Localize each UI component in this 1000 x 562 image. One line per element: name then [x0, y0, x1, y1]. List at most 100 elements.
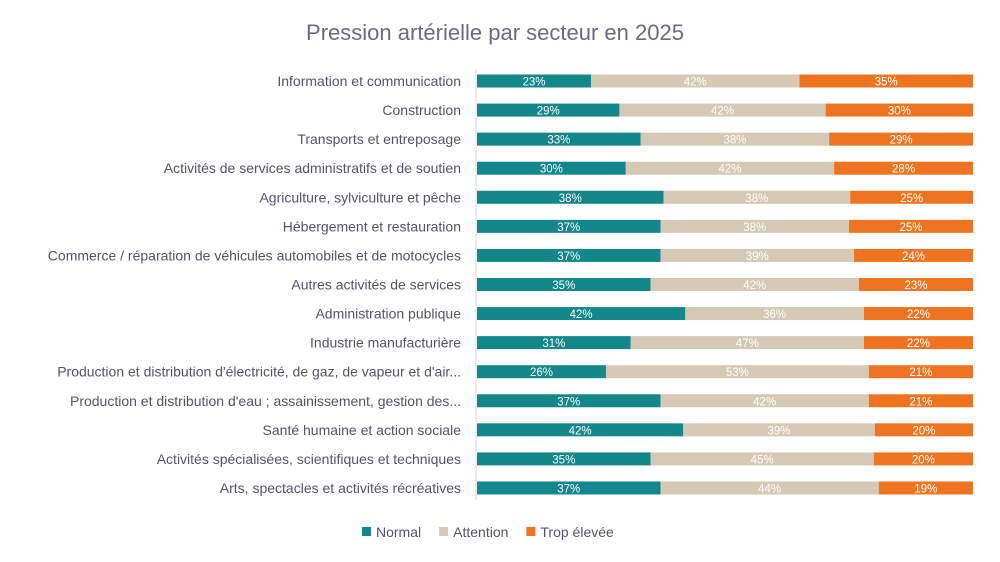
category-label: Agriculture, sylviculture et pêche — [259, 189, 461, 205]
data-label: 21% — [909, 367, 932, 379]
data-label: 35% — [552, 454, 575, 466]
bar-segment-trop-élevée — [850, 190, 973, 204]
data-label: 19% — [914, 483, 937, 495]
data-label: 22% — [907, 338, 930, 350]
data-label: 42% — [569, 425, 592, 437]
bar-segment-normal — [477, 277, 651, 291]
data-label: 37% — [557, 251, 580, 263]
bar-segment-attention — [663, 190, 851, 204]
category-label: Production et distribution d'eau ; assai… — [70, 393, 461, 409]
bar-segment-attention — [660, 219, 849, 233]
data-label: 35% — [552, 280, 575, 292]
bar-segment-normal — [477, 423, 684, 437]
bar-segment-attention — [640, 132, 830, 146]
data-label: 37% — [557, 396, 580, 408]
chart-title: Pression artérielle par secteur en 2025 — [306, 20, 684, 45]
data-label: 42% — [743, 280, 766, 292]
data-label: 29% — [537, 106, 560, 118]
bar-segment-attention — [660, 394, 869, 408]
bar-segment-trop-élevée — [863, 336, 973, 350]
data-label: 23% — [904, 280, 927, 292]
data-label: 45% — [751, 454, 774, 466]
category-label: Transports et entreposage — [297, 131, 461, 147]
bar-segment-trop-élevée — [858, 277, 973, 291]
bar-segment-normal — [477, 394, 661, 408]
bar-segment-attention — [605, 365, 869, 379]
legend-swatch — [526, 527, 536, 536]
bar-segment-attention — [650, 452, 874, 466]
data-label: 36% — [763, 309, 786, 321]
data-label: 42% — [753, 396, 776, 408]
data-label: 38% — [743, 222, 766, 234]
bar-segment-trop-élevée — [868, 365, 973, 379]
data-label: 53% — [726, 367, 749, 379]
data-label: 39% — [746, 251, 769, 263]
data-label: 20% — [912, 454, 935, 466]
category-label: Hébergement et restauration — [283, 218, 461, 234]
bar-segment-attention — [660, 481, 879, 495]
bar-segment-attention — [683, 423, 875, 437]
data-label: 25% — [899, 222, 922, 234]
bar-segment-trop-élevée — [834, 161, 973, 175]
bar-segment-normal — [477, 336, 631, 350]
data-label: 28% — [892, 164, 915, 176]
data-label: 21% — [909, 396, 932, 408]
category-label: Information et communication — [277, 73, 461, 89]
bar-segment-normal — [477, 103, 620, 117]
data-label: 23% — [523, 77, 546, 89]
data-label: 42% — [570, 309, 593, 321]
legend-label: Normal — [376, 524, 421, 540]
data-label: 38% — [559, 193, 582, 205]
data-label: 42% — [718, 164, 741, 176]
category-label: Industrie manufacturière — [310, 335, 461, 351]
bar-segment-attention — [591, 74, 800, 88]
bar-segment-attention — [650, 277, 859, 291]
category-label: Arts, spectacles et activités récréative… — [220, 480, 461, 496]
category-label: Santé humaine et action sociale — [263, 422, 462, 438]
bar-segment-normal — [477, 481, 661, 495]
bar-segment-attention — [685, 307, 864, 321]
bar-segment-attention — [619, 103, 826, 117]
bar-segment-trop-élevée — [853, 248, 973, 262]
bar-segment-normal — [477, 161, 626, 175]
bar-segment-attention — [660, 248, 854, 262]
data-label: 29% — [890, 135, 913, 147]
bar-segment-normal — [477, 132, 641, 146]
legend-swatch — [362, 527, 371, 536]
data-label: 37% — [557, 483, 580, 495]
category-label: Activités spécialisées, scientifiques et… — [157, 451, 461, 467]
category-label: Administration publique — [315, 306, 461, 322]
data-label: 44% — [758, 483, 781, 495]
data-label: 24% — [902, 251, 925, 263]
data-label: 38% — [745, 193, 768, 205]
category-label: Construction — [382, 102, 461, 118]
bar-segment-attention — [630, 336, 864, 350]
data-label: 20% — [912, 425, 935, 437]
data-label: 25% — [900, 193, 923, 205]
bar-segment-trop-élevée — [849, 219, 973, 233]
data-label: 39% — [768, 425, 791, 437]
data-label: 30% — [540, 164, 563, 176]
category-label: Autres activités de services — [291, 276, 461, 292]
data-label: 22% — [907, 309, 930, 321]
legend-label: Trop élevée — [540, 524, 614, 540]
bar-segment-normal — [477, 219, 661, 233]
bar-segment-trop-élevée — [878, 481, 973, 495]
data-label: 30% — [888, 106, 911, 118]
category-label: Production et distribution d'électricité… — [57, 364, 461, 380]
bar-segment-normal — [477, 365, 606, 379]
category-label: Activités de services administratifs et … — [164, 160, 461, 176]
bar-segment-normal — [477, 307, 686, 321]
legend-swatch — [439, 527, 449, 536]
data-label: 35% — [875, 77, 898, 89]
bar-segment-trop-élevée — [873, 452, 973, 466]
data-label: 31% — [542, 338, 565, 350]
data-label: 47% — [736, 338, 759, 350]
data-label: 38% — [723, 135, 746, 147]
data-label: 33% — [547, 135, 570, 147]
bar-segment-trop-élevée — [799, 74, 973, 88]
bar-segment-trop-élevée — [825, 103, 973, 117]
category-label: Commerce / réparation de véhicules autom… — [48, 247, 461, 263]
